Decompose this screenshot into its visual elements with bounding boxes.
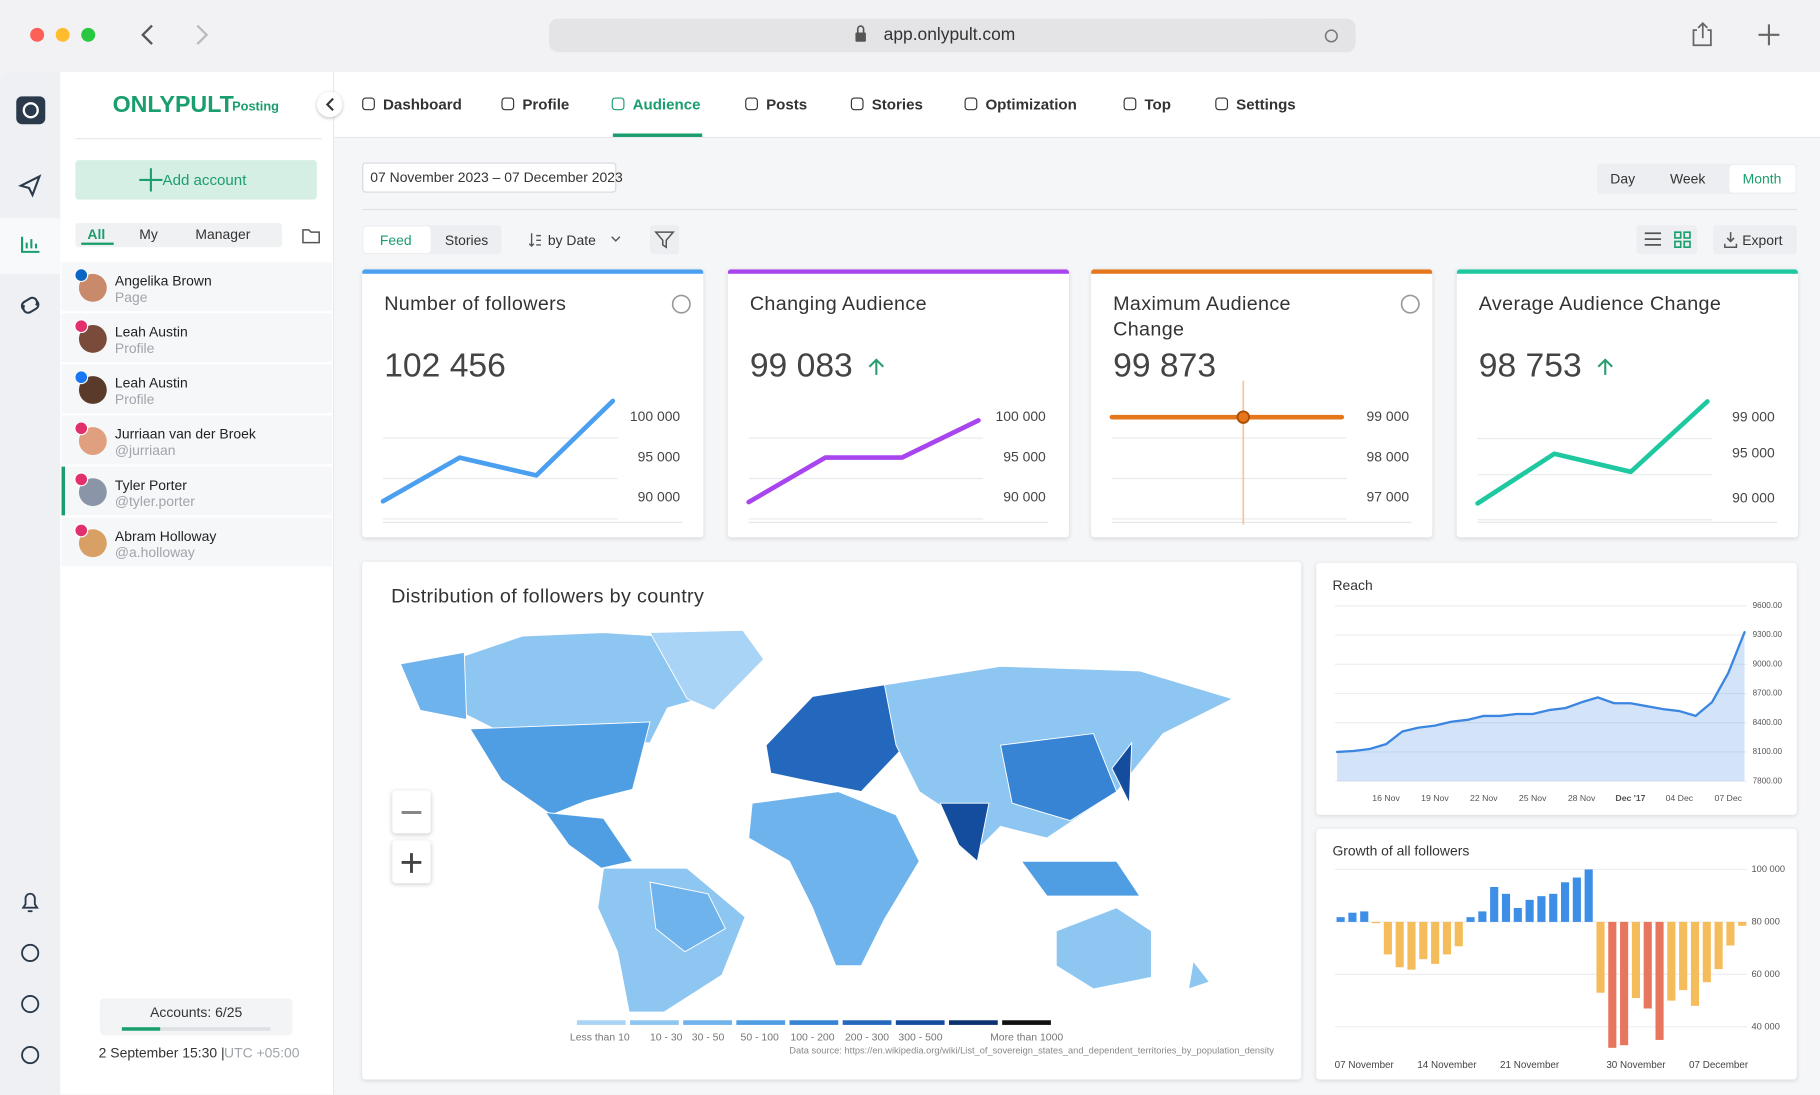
card-value: 102 456 (384, 347, 506, 385)
brand-sub: Posting (232, 99, 279, 114)
account-handle: @tyler.porter (114, 493, 195, 510)
account-name: Jurriaan van der Broek (114, 425, 256, 443)
period[interactable]: Day (1610, 170, 1636, 187)
tab-icon (850, 97, 864, 111)
progress-track (121, 1027, 271, 1031)
zoom-dot[interactable] (81, 27, 96, 42)
accounts-count: Accounts: 6/25 (150, 1004, 243, 1021)
date-range-box[interactable] (362, 162, 617, 193)
card-title: Average Audience Change (1478, 292, 1722, 315)
export-label: Export (1742, 232, 1783, 249)
account-handle: @a.holloway (114, 544, 195, 561)
tab[interactable]: Audience (632, 95, 701, 114)
account-name: Leah Austin (114, 323, 188, 341)
card-title: Number of followers (384, 292, 567, 315)
tab-icon (362, 97, 375, 111)
view[interactable]: Stories (444, 232, 489, 249)
progress-fill (121, 1027, 161, 1031)
tab[interactable]: Settings (1236, 95, 1296, 114)
tab-icon (1215, 97, 1229, 111)
tab[interactable]: Stories (871, 95, 923, 114)
view[interactable]: Feed (379, 232, 412, 249)
network-badge (74, 370, 89, 385)
date-range: 07 November 2023 – 07 December 2023 (370, 169, 623, 186)
tab-icon (611, 97, 625, 111)
timezone: UTC +05:00 (224, 1044, 300, 1061)
account-handle: Profile (114, 340, 155, 357)
divider (362, 208, 1797, 211)
period[interactable]: Month (1742, 170, 1782, 187)
account-name: Angelika Brown (114, 272, 212, 290)
account-handle: Profile (114, 391, 155, 408)
tab[interactable]: Optimization (985, 95, 1077, 114)
view-active (363, 226, 431, 254)
account-handle: @jurriaan (114, 442, 176, 459)
network-badge (74, 319, 89, 334)
url-bar[interactable] (549, 18, 1356, 53)
card-title: Changing Audience (749, 292, 927, 315)
map-source: Data source: https://en.wikipedia.org/wi… (789, 1045, 1275, 1056)
account-name: Tyler Porter (114, 477, 187, 494)
tab-icon (1123, 97, 1137, 111)
add-account-button[interactable] (75, 160, 317, 200)
tab[interactable]: Posts (766, 95, 808, 114)
tab-icon (745, 97, 758, 111)
tab-icon (501, 97, 515, 111)
period-active (1729, 164, 1796, 193)
network-badge (74, 268, 89, 283)
filter-tab[interactable]: My (139, 226, 158, 243)
account-handle: Page (114, 289, 148, 306)
network-badge (74, 472, 89, 487)
tab-icon (964, 97, 978, 111)
tab[interactable]: Dashboard (383, 95, 462, 114)
filter-underline (81, 242, 114, 245)
filter-tab[interactable]: Manager (195, 226, 251, 243)
card-title: Maximum Audience Change (1113, 292, 1291, 341)
filter-tab[interactable]: All (87, 226, 106, 243)
account-name: Leah Austin (114, 374, 188, 392)
period[interactable]: Week (1669, 170, 1706, 187)
minimize-dot[interactable] (55, 27, 70, 42)
add-account-label: Add account (162, 171, 247, 189)
card-value: 99 083 (749, 347, 853, 385)
network-badge (74, 523, 89, 538)
tab-underline (612, 133, 703, 137)
divider (75, 138, 322, 140)
account-name: Abram Holloway (114, 528, 217, 545)
url: app.onlypult.com (883, 24, 1016, 45)
map-title: Distribution of followers by country (391, 584, 705, 608)
brand: ONLYPULT (112, 92, 234, 118)
card-value: 98 753 (1478, 347, 1582, 385)
close-dot[interactable] (30, 27, 45, 42)
metric-card (1091, 269, 1433, 538)
datetime: 2 September 15:30 | (98, 1044, 225, 1061)
card-value: 99 873 (1113, 347, 1217, 385)
tab[interactable]: Profile (522, 95, 570, 114)
tab[interactable]: Top (1144, 95, 1171, 114)
network-badge (74, 421, 89, 436)
tab-bar (334, 71, 1820, 139)
